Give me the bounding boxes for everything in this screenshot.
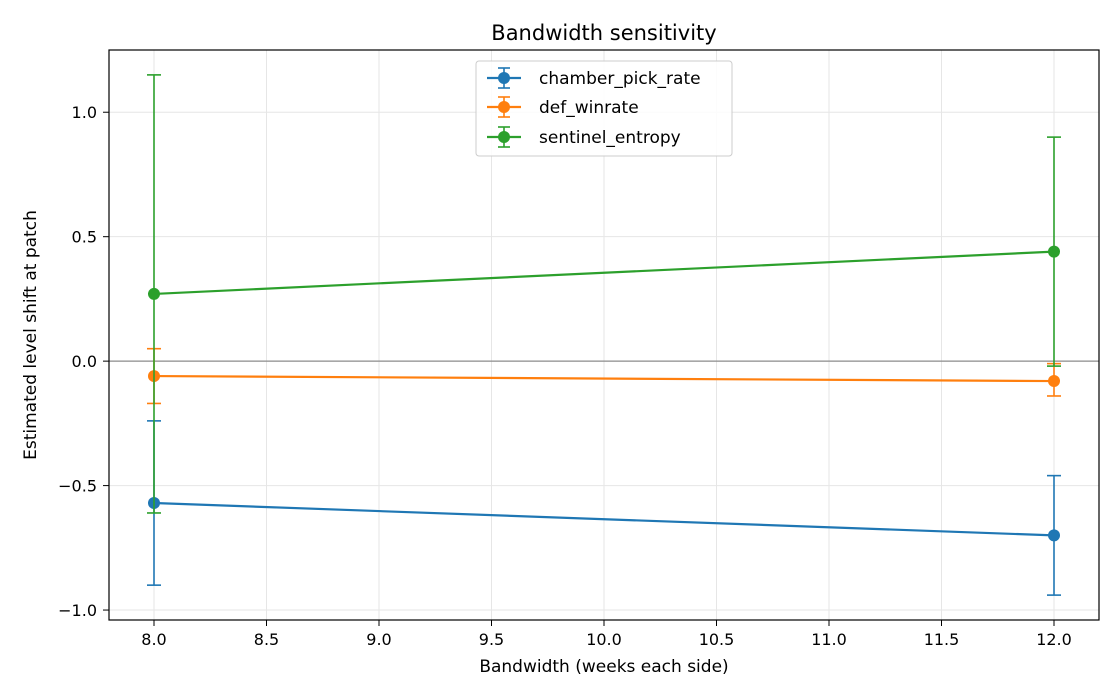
x-tick-label: 11.0 [811,630,847,649]
x-tick-label: 10.5 [699,630,735,649]
legend-label-chamber-pick-rate: chamber_pick_rate [539,69,701,89]
x-tick-label: 8.5 [254,630,279,649]
legend-marker-def-winrate [498,101,510,113]
series-line-chamber-pick-rate [153,501,1055,537]
series-layer [147,74,1061,596]
x-tick-label: 11.5 [924,630,960,649]
y-tick-label: −0.5 [58,477,97,496]
x-axis-label: Bandwidth (weeks each side) [479,657,728,677]
x-tick-label: 12.0 [1036,630,1072,649]
data-point-sentinel-entropy [148,287,160,300]
legend-entry-chamber-pick-rate: chamber_pick_rate [487,67,701,89]
tick-layer: 8.0 8.5 9.0 9.5 10.0 10.5 11.0 11.5 12.0 −1.0 −0.5… [58,103,1072,649]
legend-box [475,60,733,157]
legend-label-sentinel-entropy: sentinel_entropy [539,128,681,148]
series-sentinel-entropy [147,74,1061,514]
legend-entry-sentinel-entropy: sentinel_entropy [487,126,681,148]
data-point-def-winrate [1048,375,1060,388]
x-tick-label: 9.5 [479,630,504,649]
y-tick-label: 1.0 [72,103,97,122]
y-tick-label: −1.0 [58,601,97,620]
legend-label-def-winrate: def_winrate [539,98,639,118]
data-point-sentinel-entropy [1048,245,1060,258]
y-axis-label: Estimated level shift at patch [21,210,41,460]
y-tick-label: 0.5 [72,228,97,247]
chart-title: Bandwidth sensitivity [491,21,716,45]
legend: chamber_pick_rate def_winrate sentinel_e… [475,60,733,157]
y-tick-label: 0.0 [72,352,97,371]
x-tick-label: 8.0 [141,630,166,649]
series-line-sentinel-entropy [153,250,1055,296]
data-point-chamber-pick-rate [1048,529,1060,542]
legend-marker-chamber-pick-rate [498,72,510,84]
legend-entry-def-winrate: def_winrate [487,96,639,118]
series-line-def-winrate [153,374,1055,383]
x-tick-label: 9.0 [366,630,391,649]
x-tick-label: 10.0 [586,630,622,649]
legend-marker-sentinel-entropy [498,131,510,143]
